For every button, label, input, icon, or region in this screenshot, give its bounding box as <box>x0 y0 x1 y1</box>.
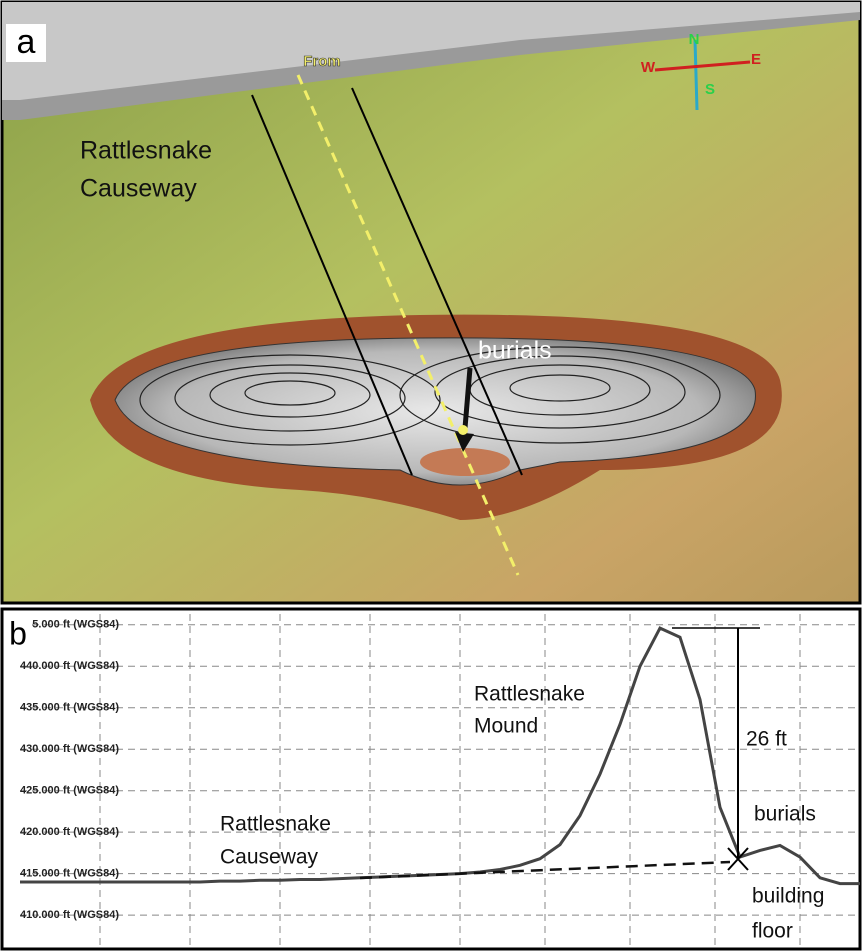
y-tick-label: 425.000 ft (WGS84) <box>20 785 119 797</box>
causeway-edge <box>251 94 413 476</box>
compass-e: E <box>751 51 761 68</box>
annotation: Rattlesnake <box>220 813 331 836</box>
y-tick-label: 440.000 ft (WGS84) <box>20 660 119 672</box>
road-light <box>2 2 860 100</box>
panel-a: a From Rattlesnake Causeway burials N S … <box>0 0 862 605</box>
annotation: floor <box>752 920 793 943</box>
y-tick-label: 430.000 ft (WGS84) <box>20 743 119 755</box>
compass-s: S <box>705 81 715 98</box>
causeway-label: Rattlesnake <box>80 137 212 165</box>
y-tick-label: 410.000 ft (WGS84) <box>20 909 119 921</box>
causeway-label: Causeway <box>80 175 197 203</box>
letter-box <box>6 618 32 652</box>
y-tick-label: 420.000 ft (WGS84) <box>20 826 119 838</box>
arrow-head <box>455 432 474 452</box>
compass-we <box>654 60 751 72</box>
annotation: Causeway <box>220 846 319 869</box>
y-tick-label: 435.000 ft (WGS84) <box>20 702 119 714</box>
compass-ns <box>693 39 699 111</box>
panel-letter: b <box>9 615 27 651</box>
from-label: From <box>303 53 341 70</box>
annotation: 26 ft <box>746 728 787 751</box>
y-tick-label: 445.000 ft (WGS84) <box>20 619 119 631</box>
annotation: building <box>752 885 824 908</box>
cross <box>727 847 749 871</box>
burial-pit <box>420 448 510 476</box>
causeway-edge <box>351 87 523 476</box>
baseline-dash <box>359 860 731 880</box>
annotation: Rattlesnake <box>474 683 585 706</box>
panel-letter: a <box>17 23 36 61</box>
annotation: Mound <box>474 715 538 738</box>
burials-label: burials <box>478 337 552 365</box>
profile-line <box>296 74 520 576</box>
y-tick-label: 415.000 ft (WGS84) <box>20 868 119 880</box>
panel-b <box>0 607 862 951</box>
contours <box>139 346 721 446</box>
compass-n: N <box>689 31 700 48</box>
letter-box <box>6 24 46 62</box>
compass-w: W <box>641 59 656 76</box>
marker <box>458 425 468 435</box>
annotation: burials <box>754 803 816 826</box>
